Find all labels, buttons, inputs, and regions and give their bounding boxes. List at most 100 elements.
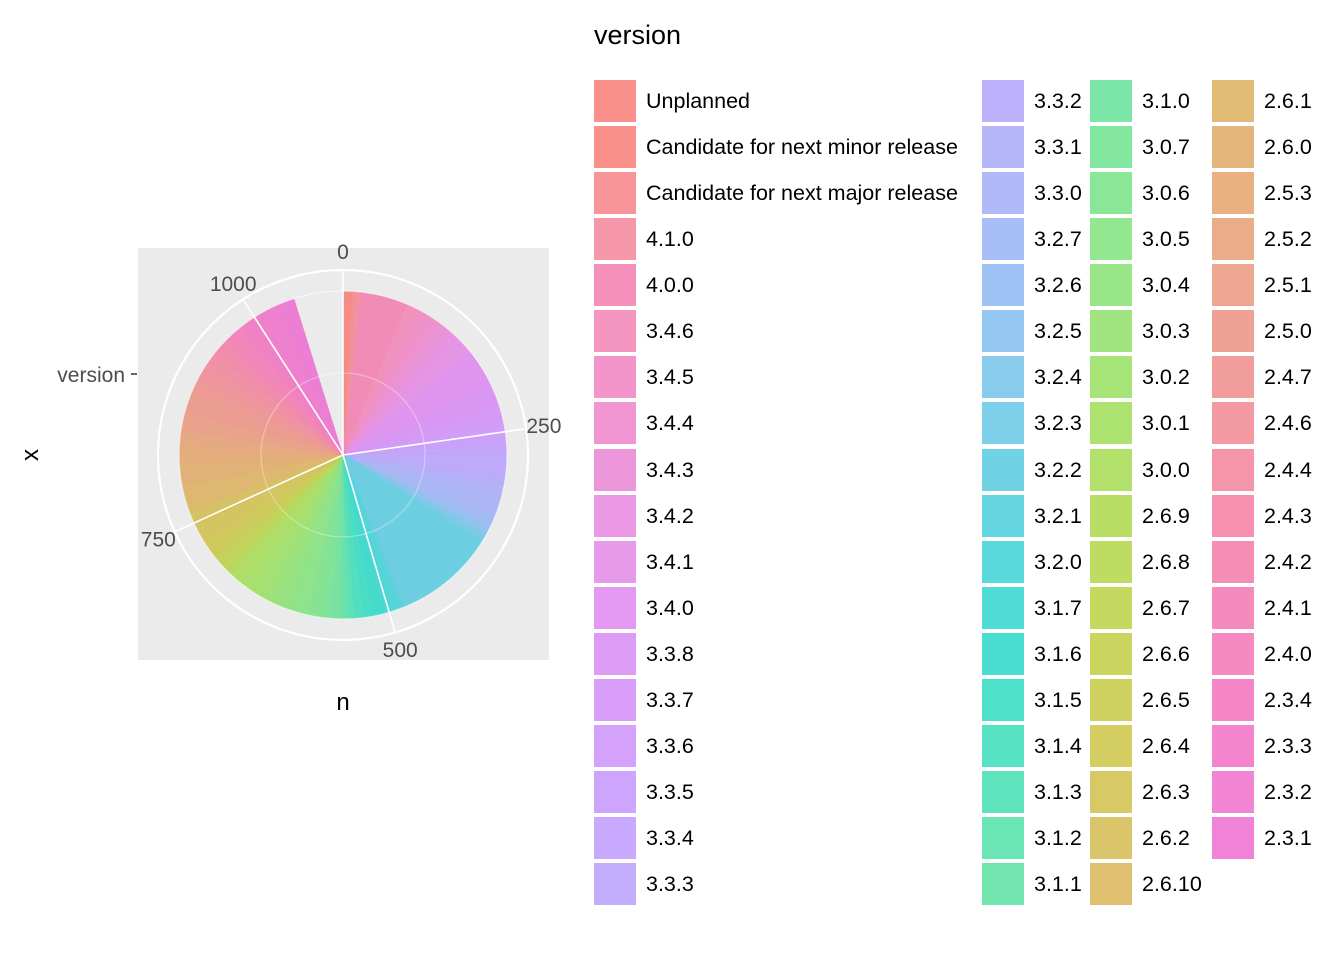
legend-label: 3.3.7: [646, 687, 694, 712]
legend-label: 2.6.9: [1142, 503, 1190, 528]
legend-label: 2.3.1: [1264, 826, 1312, 850]
legend-key: [594, 863, 636, 906]
x-axis-title: x: [17, 449, 44, 461]
legend-label: 3.1.6: [1034, 641, 1082, 666]
legend-label: 2.3.2: [1264, 779, 1312, 804]
legend-key: [1090, 310, 1132, 353]
theta-tick-label: 0: [337, 241, 349, 264]
legend-label: 2.6.0: [1264, 135, 1312, 160]
legend-key: [1090, 264, 1132, 307]
legend-label: 3.4.0: [646, 595, 694, 620]
theta-tick-label: 500: [383, 639, 418, 662]
legend-key: [594, 817, 636, 859]
legend-key: [1090, 402, 1132, 445]
legend-label: 3.2.0: [1034, 549, 1082, 574]
legend-label: 3.4.3: [646, 457, 694, 482]
legend-key: [1212, 770, 1254, 813]
legend-key: [1212, 632, 1254, 675]
legend-key: [1090, 632, 1132, 675]
legend-key: [1090, 218, 1132, 261]
legend-label: 2.6.4: [1142, 733, 1190, 758]
theta-tick-label: 750: [141, 528, 176, 551]
legend-key: [982, 632, 1024, 675]
legend-label: 3.4.5: [646, 365, 694, 390]
legend-key: [594, 310, 636, 353]
legend-label: 2.4.0: [1264, 641, 1312, 666]
legend-key: [1090, 356, 1132, 399]
legend-key: [594, 448, 636, 491]
legend-key: [594, 356, 636, 399]
legend-key: [1090, 540, 1132, 583]
legend-label: 2.4.1: [1264, 595, 1312, 620]
legend-key: [982, 126, 1024, 169]
legend-label: 3.3.1: [1034, 135, 1082, 160]
legend-key: [1212, 494, 1254, 537]
radial-grid-line: [342, 454, 396, 633]
legend-label: 3.3.5: [646, 779, 694, 804]
legend-label: 4.1.0: [646, 227, 694, 252]
legend-label: 2.6.6: [1142, 641, 1190, 666]
legend-key: [982, 494, 1024, 537]
legend-key: [982, 863, 1024, 906]
legend-label: 3.2.1: [1034, 503, 1082, 528]
legend-label: 3.0.0: [1142, 457, 1190, 482]
legend-label: 2.5.3: [1264, 181, 1312, 206]
theta-tick-label: 1000: [210, 273, 257, 296]
legend-label: 2.5.2: [1264, 227, 1312, 252]
legend-key: [982, 402, 1024, 445]
legend-label: 2.6.7: [1142, 595, 1190, 620]
legend-key: [982, 356, 1024, 399]
legend-key: [1212, 218, 1254, 261]
legend-label: 2.6.5: [1142, 687, 1190, 712]
legend-key: [1212, 80, 1254, 122]
legend-label: 3.4.6: [646, 319, 694, 344]
legend-key: [982, 310, 1024, 353]
legend-key: [594, 678, 636, 721]
legend-label: 3.4.2: [646, 503, 694, 528]
legend-key: [1090, 724, 1132, 767]
legend-key: [1212, 356, 1254, 399]
legend-key: [1090, 863, 1132, 906]
legend-label: 4.0.0: [646, 273, 694, 298]
legend-label: 3.3.6: [646, 733, 694, 758]
legend-label: 2.5.1: [1264, 273, 1312, 298]
legend-key: [1090, 494, 1132, 537]
legend-key: [1090, 448, 1132, 491]
legend-key: [982, 218, 1024, 261]
n-axis-title: n: [336, 689, 349, 716]
legend-key: [982, 770, 1024, 813]
legend-key: [982, 586, 1024, 629]
legend-key: [594, 402, 636, 445]
legend-label: 3.1.1: [1034, 872, 1082, 897]
legend-key: [982, 817, 1024, 859]
legend-key: [982, 678, 1024, 721]
theta-tick-label: 250: [526, 415, 561, 438]
legend-key: [594, 494, 636, 537]
legend-label: 3.0.1: [1142, 411, 1190, 436]
legend-label: 3.3.3: [646, 872, 694, 897]
legend-key: [1212, 448, 1254, 491]
legend-label: Candidate for next major release: [646, 181, 958, 206]
legend-label: 2.6.1: [1264, 89, 1312, 113]
legend-label: 2.4.6: [1264, 411, 1312, 436]
legend-key: [594, 264, 636, 307]
radial-grid-line: [174, 454, 344, 533]
legend-label: 3.1.5: [1034, 687, 1082, 712]
legend-label: Unplanned: [646, 89, 751, 113]
legend-key: [1212, 264, 1254, 307]
legend-label: 3.2.6: [1034, 273, 1082, 298]
legend-key: [982, 264, 1024, 307]
legend-key: [982, 448, 1024, 491]
legend-key: [1090, 817, 1132, 859]
legend-label: 3.0.7: [1142, 135, 1190, 160]
legend-key: [1090, 770, 1132, 813]
legend-label: 3.3.4: [646, 826, 694, 850]
legend-key: [1090, 80, 1132, 122]
legend-label: 3.2.3: [1034, 411, 1082, 436]
legend-label: Candidate for next minor release: [646, 135, 958, 160]
legend-key: [594, 724, 636, 767]
legend-key: [594, 770, 636, 813]
legend-key: [594, 586, 636, 629]
legend-label: 3.2.5: [1034, 319, 1082, 344]
